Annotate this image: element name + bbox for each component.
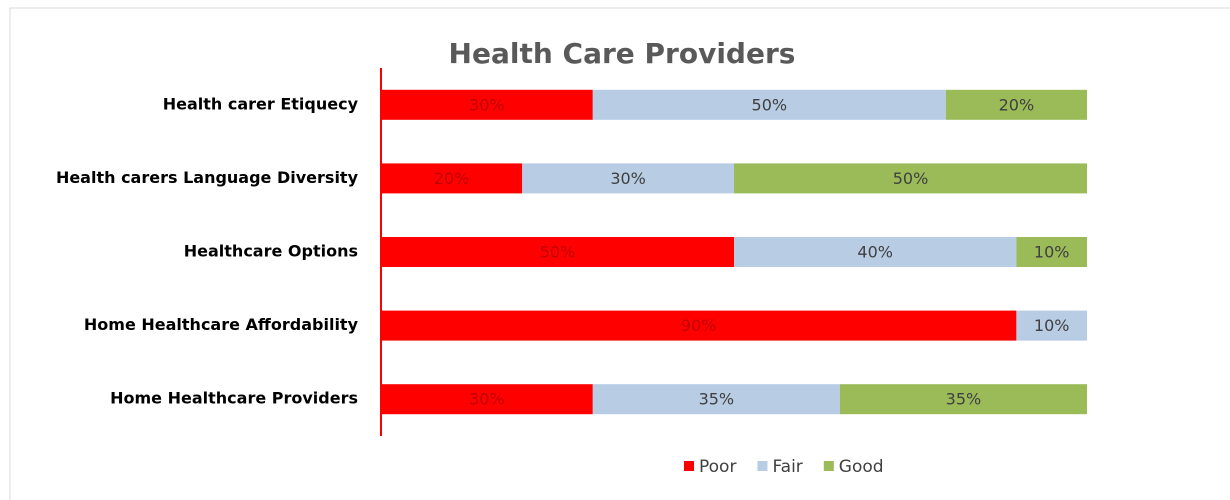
data-label: 50% <box>893 169 929 188</box>
category-label: Healthcare Options <box>184 242 358 261</box>
data-label: 40% <box>857 243 893 262</box>
bar-segment <box>381 237 734 267</box>
bar-segment <box>381 89 593 120</box>
data-label: 30% <box>610 169 646 188</box>
legend-label: Good <box>839 457 884 477</box>
data-label: 50% <box>540 243 576 262</box>
bar-segment <box>734 163 1087 194</box>
bar-segment <box>381 310 1017 341</box>
category-label: Health carer Etiquecy <box>163 94 359 113</box>
chart-title: Health Care Providers <box>449 37 796 70</box>
bar-segment <box>592 384 840 415</box>
category-label: Home Healthcare Providers <box>110 389 358 408</box>
bar-segment <box>592 89 946 120</box>
bar-segment <box>381 384 593 415</box>
data-label: 90% <box>681 316 717 335</box>
chart-frame <box>9 7 1230 500</box>
legend-swatch <box>757 461 768 471</box>
bar-segment <box>734 237 1017 267</box>
bar-segment <box>381 163 523 194</box>
data-label: 50% <box>752 95 788 114</box>
data-label: 35% <box>699 390 735 409</box>
bar-segment <box>522 163 734 194</box>
legend-swatch <box>823 461 834 471</box>
data-label: 20% <box>999 95 1035 114</box>
data-label: 20% <box>434 169 470 188</box>
category-label: Home Healthcare Affordability <box>84 315 359 334</box>
legend-label: Fair <box>772 457 802 477</box>
bar-segment <box>1016 237 1087 267</box>
bar-segment <box>839 384 1087 415</box>
data-label: 10% <box>1034 316 1070 335</box>
data-label: 10% <box>1034 243 1070 262</box>
bar-segment <box>1016 310 1087 341</box>
bar-segment <box>945 89 1087 120</box>
data-label: 30% <box>469 95 505 114</box>
legend-swatch <box>684 461 694 471</box>
data-label: 30% <box>469 390 505 409</box>
data-label: 35% <box>946 390 982 409</box>
legend-label: Poor <box>699 457 736 477</box>
category-label: Health carers Language Diversity <box>56 168 359 187</box>
